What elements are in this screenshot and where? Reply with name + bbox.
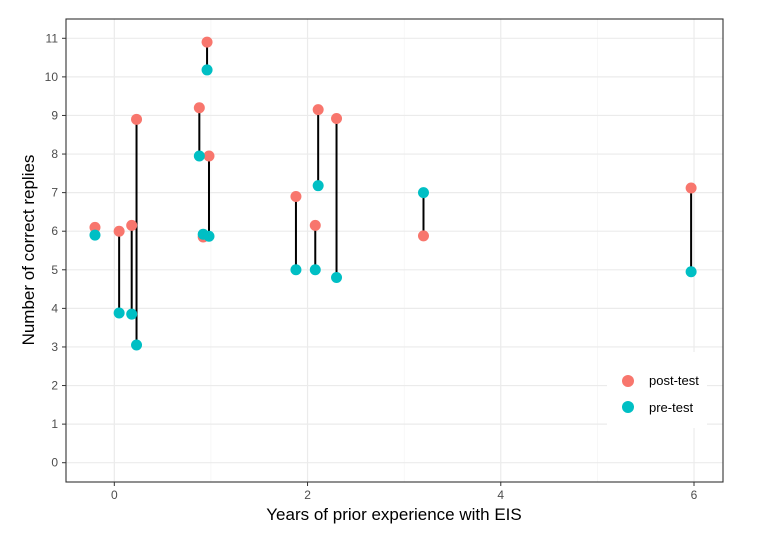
point-post-test — [331, 113, 343, 125]
point-pre-test — [203, 230, 215, 242]
point-pre-test — [201, 64, 213, 76]
x-axis-title: Years of prior experience with EIS — [266, 505, 521, 524]
point-post-test — [193, 102, 205, 114]
point-pre-test — [417, 187, 429, 199]
point-pre-test — [290, 264, 302, 276]
y-tick-label: 9 — [51, 108, 58, 122]
point-post-test — [312, 104, 324, 116]
legend-background — [607, 352, 707, 428]
y-tick-label: 0 — [51, 456, 58, 470]
point-pre-test — [331, 272, 343, 284]
point-pre-test — [193, 150, 205, 162]
y-tick-label: 5 — [51, 263, 58, 277]
legend-label-pre-test: pre-test — [649, 400, 693, 415]
y-tick-label: 7 — [51, 186, 58, 200]
y-tick-label: 8 — [51, 147, 58, 161]
legend-key-post-test — [622, 375, 634, 387]
point-pre-test — [89, 229, 101, 241]
point-post-test — [417, 230, 429, 242]
x-tick-label: 0 — [111, 488, 118, 502]
y-tick-label: 2 — [51, 379, 58, 393]
point-pre-test — [312, 180, 324, 192]
point-post-test — [685, 182, 697, 194]
point-pre-test — [126, 308, 138, 320]
point-pre-test — [131, 339, 143, 351]
point-post-test — [201, 36, 213, 48]
point-post-test — [290, 190, 302, 202]
y-tick-label: 4 — [51, 301, 58, 315]
x-tick-label: 2 — [304, 488, 311, 502]
y-tick-label: 10 — [45, 70, 59, 84]
point-post-test — [203, 150, 215, 162]
legend: post-test pre-test — [607, 352, 707, 428]
y-axis-ticks: 0 1 2 3 4 5 6 7 8 9 10 11 — [45, 31, 66, 470]
point-post-test — [309, 219, 321, 231]
x-tick-label: 6 — [691, 488, 698, 502]
point-post-test — [89, 221, 101, 233]
legend-label-post-test: post-test — [649, 373, 699, 388]
point-post-test — [113, 225, 125, 237]
y-tick-label: 6 — [51, 224, 58, 238]
point-pre-test — [309, 264, 321, 276]
x-tick-label: 4 — [497, 488, 504, 502]
point-post-test — [131, 113, 143, 125]
y-tick-label: 11 — [46, 31, 59, 45]
panel-border — [65, 18, 724, 483]
point-post-test — [126, 219, 138, 231]
x-axis-ticks: 0 2 4 6 — [111, 482, 698, 502]
legend-key-pre-test — [622, 401, 634, 413]
y-tick-label: 1 — [51, 417, 58, 431]
point-pre-test — [113, 307, 125, 319]
point-pre-test — [685, 266, 697, 278]
data-points — [89, 36, 697, 351]
y-axis-title: Number of correct replies — [19, 155, 38, 346]
y-tick-label: 3 — [51, 340, 58, 354]
